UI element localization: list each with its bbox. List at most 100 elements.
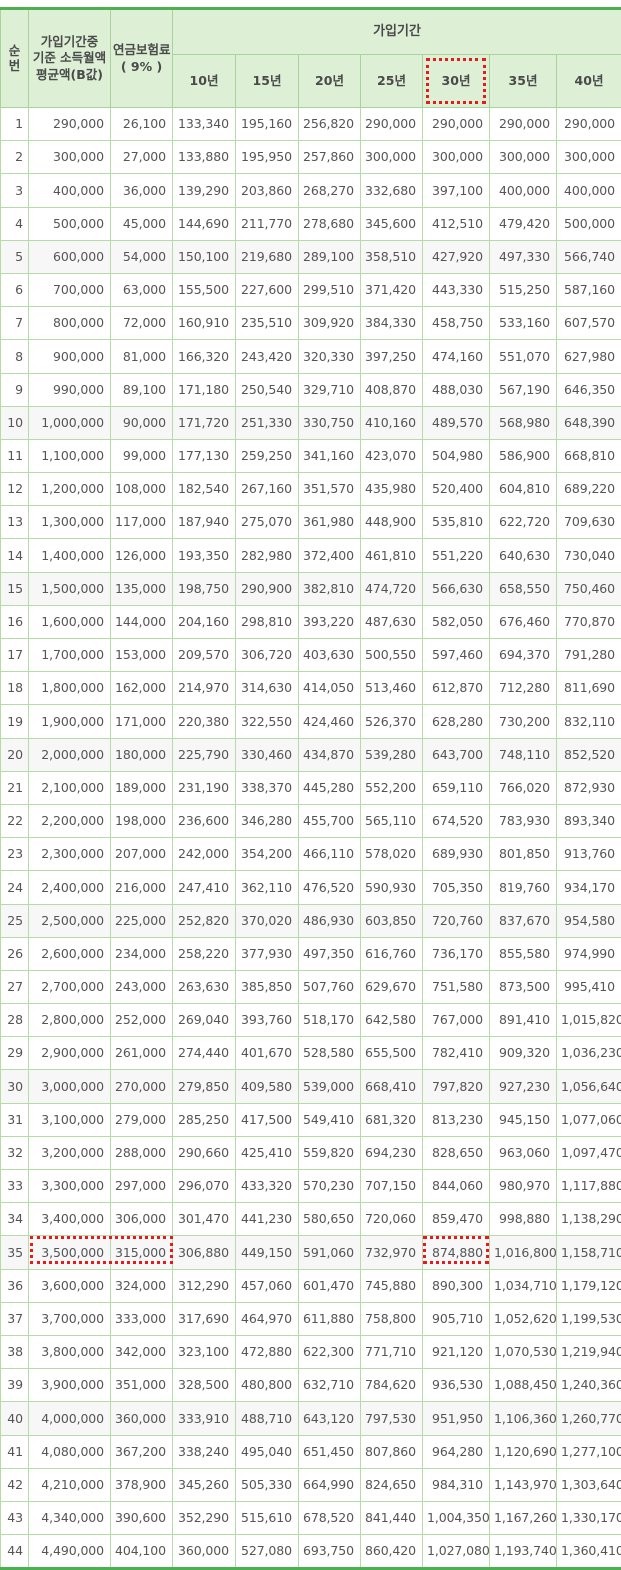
cell-value: 144,690	[178, 216, 229, 231]
cell-value: 658,550	[499, 581, 550, 596]
cell-y25: 681,320	[361, 1103, 423, 1136]
cell-value: 346,280	[241, 813, 292, 828]
cell-value: 12	[7, 481, 23, 496]
cell-base: 1,800,000	[29, 672, 111, 705]
cell-value: 860,420	[365, 1543, 416, 1558]
cell-value: 203,860	[241, 183, 292, 198]
cell-value: 155,500	[178, 282, 229, 297]
cell-value: 252,820	[178, 913, 229, 928]
cell-y10: 301,470	[173, 1203, 236, 1236]
cell-value: 504,980	[432, 448, 483, 463]
cell-y35: 980,970	[490, 1170, 557, 1203]
cell-y20: 382,810	[299, 572, 361, 605]
cell-premium: 404,100	[111, 1535, 173, 1569]
cell-value: 351,570	[303, 481, 354, 496]
cell-y25: 807,860	[361, 1435, 423, 1468]
cell-value: 296,070	[178, 1178, 229, 1193]
cell-value: 1	[15, 116, 23, 131]
cell-y20: 678,520	[299, 1501, 361, 1534]
cell-premium: 333,000	[111, 1302, 173, 1335]
cell-y20: 330,750	[299, 406, 361, 439]
cell-y15: 433,320	[236, 1170, 299, 1203]
cell-no: 21	[1, 771, 29, 804]
cell-value: 27,000	[123, 149, 166, 164]
cell-y25: 732,970	[361, 1236, 423, 1269]
cell-y30: 767,000	[423, 1004, 490, 1037]
cell-y15: 417,500	[236, 1103, 299, 1136]
cell-value: 622,300	[303, 1344, 354, 1359]
cell-value: 382,810	[303, 581, 354, 596]
cell-value: 261,000	[115, 1045, 166, 1060]
header-year-label: 35년	[509, 73, 538, 88]
cell-value: 144,000	[115, 614, 166, 629]
cell-y25: 448,900	[361, 506, 423, 539]
cell-y25: 578,020	[361, 838, 423, 871]
header-premium-line1: 연금보험료	[113, 42, 171, 57]
cell-value: 330,460	[241, 747, 292, 762]
cell-value: 306,720	[241, 647, 292, 662]
cell-base: 800,000	[29, 307, 111, 340]
cell-no: 33	[1, 1170, 29, 1203]
cell-value: 300,000	[53, 149, 104, 164]
cell-value: 628,280	[432, 714, 483, 729]
cell-value: 423,070	[365, 448, 416, 463]
cell-value: 587,160	[564, 282, 615, 297]
cell-no: 38	[1, 1335, 29, 1368]
cell-value: 629,670	[365, 979, 416, 994]
cell-value: 300,000	[365, 149, 416, 164]
cell-value: 520,400	[432, 481, 483, 496]
cell-value: 500,550	[365, 647, 416, 662]
cell-premium: 367,200	[111, 1435, 173, 1468]
cell-value: 448,900	[365, 514, 416, 529]
header-base-line2: 기준 소득월액	[33, 50, 106, 65]
cell-value: 782,410	[432, 1045, 483, 1060]
cell-y35: 1,088,450	[490, 1369, 557, 1402]
cell-no: 39	[1, 1369, 29, 1402]
cell-value: 4,210,000	[41, 1477, 104, 1492]
cell-value: 33	[7, 1178, 23, 1193]
cell-no: 5	[1, 240, 29, 273]
cell-no: 27	[1, 970, 29, 1003]
cell-y15: 370,020	[236, 904, 299, 937]
cell-value: 5	[15, 249, 23, 264]
cell-base: 4,210,000	[29, 1468, 111, 1501]
cell-value: 18	[7, 680, 23, 695]
cell-y10: 231,190	[173, 771, 236, 804]
cell-no: 18	[1, 672, 29, 705]
cell-y40: 668,810	[557, 439, 621, 472]
cell-y25: 397,250	[361, 340, 423, 373]
cell-y15: 314,630	[236, 672, 299, 705]
cell-value: 500,000	[53, 216, 104, 231]
cell-value: 268,270	[303, 183, 354, 198]
cell-value: 4	[15, 216, 23, 231]
cell-y15: 211,770	[236, 207, 299, 240]
cell-value: 300,000	[499, 149, 550, 164]
cell-y30: 412,510	[423, 207, 490, 240]
cell-y10: 328,500	[173, 1369, 236, 1402]
cell-y25: 784,620	[361, 1369, 423, 1402]
cell-value: 279,850	[178, 1079, 229, 1094]
cell-value: 566,740	[564, 249, 615, 264]
cell-value: 720,760	[432, 913, 483, 928]
cell-value: 921,120	[432, 1344, 483, 1359]
cell-value: 604,810	[499, 481, 550, 496]
cell-value: 964,280	[432, 1444, 483, 1459]
cell-y20: 424,460	[299, 705, 361, 738]
cell-value: 1,070,530	[494, 1344, 557, 1359]
cell-value: 309,920	[303, 315, 354, 330]
cell-y15: 441,230	[236, 1203, 299, 1236]
cell-y20: 559,820	[299, 1136, 361, 1169]
cell-value: 1,015,820	[561, 1012, 621, 1027]
cell-y40: 1,077,060	[557, 1103, 621, 1136]
cell-y30: 813,230	[423, 1103, 490, 1136]
cell-y20: 549,410	[299, 1103, 361, 1136]
cell-value: 500,000	[564, 216, 615, 231]
cell-value: 1,077,060	[561, 1112, 621, 1127]
cell-y30: 488,030	[423, 373, 490, 406]
cell-y10: 209,570	[173, 639, 236, 672]
cell-value: 424,460	[303, 714, 354, 729]
